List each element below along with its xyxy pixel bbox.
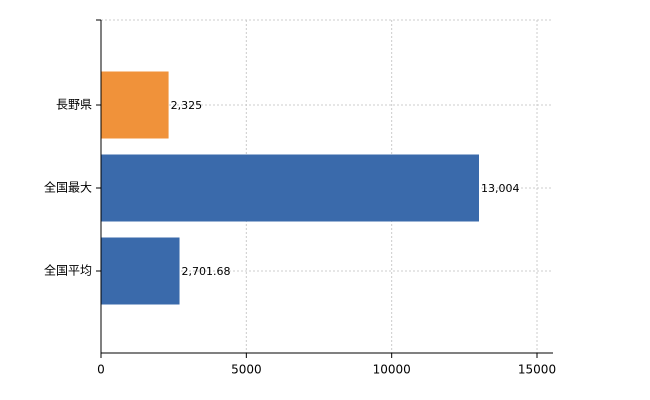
x-tick-label: 15000 bbox=[518, 363, 556, 377]
x-tick-label: 0 bbox=[97, 363, 105, 377]
y-tick-label: 全国平均 bbox=[44, 263, 92, 278]
value-label: 2,325 bbox=[171, 99, 203, 112]
bar bbox=[101, 154, 479, 222]
y-tick-label: 長野県 bbox=[56, 98, 92, 112]
value-label: 2,701.68 bbox=[182, 265, 231, 278]
x-tick-label: 5000 bbox=[231, 363, 262, 377]
x-tick-label: 10000 bbox=[373, 363, 411, 377]
value-label: 13,004 bbox=[481, 182, 520, 195]
bar bbox=[101, 71, 169, 139]
bar bbox=[101, 237, 180, 305]
y-tick-label: 全国最大 bbox=[44, 180, 92, 195]
